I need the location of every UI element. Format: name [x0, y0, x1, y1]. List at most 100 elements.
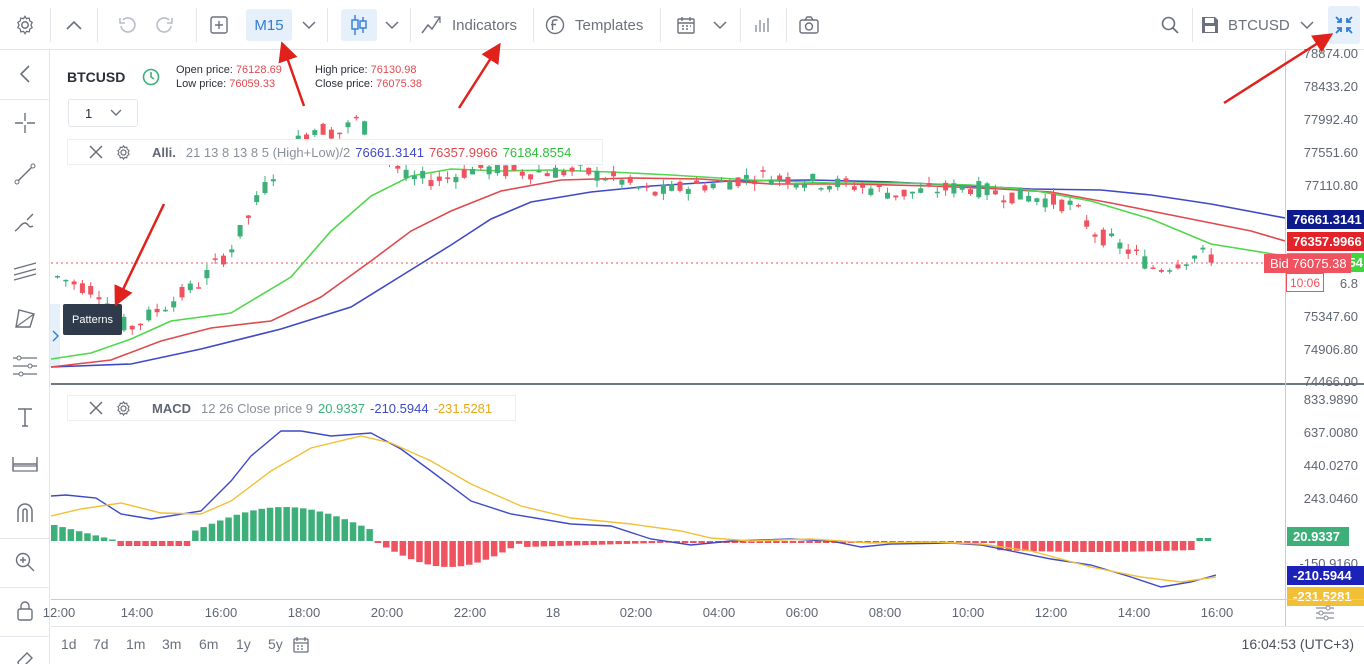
- calendar-chevron-down-icon[interactable]: [708, 0, 732, 50]
- candle-body: [1017, 187, 1023, 200]
- crosshair-icon[interactable]: [0, 101, 50, 145]
- range-1y[interactable]: 1y: [236, 636, 251, 652]
- macd-histogram-bar: [474, 541, 481, 563]
- multiplier-dropdown[interactable]: 1: [68, 99, 138, 127]
- range-6m[interactable]: 6m: [199, 636, 219, 652]
- candle-body: [187, 283, 193, 291]
- time-axis[interactable]: 12:00 14:00 16:00 18:00 20:00 22:00 18 0…: [43, 599, 1285, 626]
- range-1m[interactable]: 1m: [126, 636, 146, 652]
- macd-histogram-bar: [407, 541, 415, 560]
- alligator-jaw-line: [50, 179, 1286, 368]
- redo-icon[interactable]: [150, 0, 180, 50]
- macd-histogram-bar: [225, 517, 232, 541]
- volume-bars-icon[interactable]: [750, 0, 776, 50]
- macd-histogram-bar: [324, 513, 332, 541]
- patterns-shape-icon[interactable]: [0, 296, 50, 340]
- candle-body: [860, 184, 866, 188]
- save-floppy-icon[interactable]: [1198, 0, 1222, 50]
- range-5y[interactable]: 5y: [268, 636, 283, 652]
- candle-body: [1208, 254, 1214, 263]
- macd-histogram-bar: [582, 541, 589, 546]
- candle-body: [362, 121, 368, 135]
- macd-histogram-bar: [490, 541, 498, 557]
- candle-body: [984, 183, 990, 196]
- candle-body: [793, 183, 799, 188]
- collapse-left-chevron-icon[interactable]: [0, 52, 50, 96]
- brush-pen-icon[interactable]: [0, 201, 50, 245]
- channel-lines-icon[interactable]: [0, 248, 50, 292]
- symbol-chevron-down-icon[interactable]: [1296, 0, 1318, 50]
- eraser-icon[interactable]: [0, 638, 50, 664]
- utc-clock: 16:04:53 (UTC+3): [1241, 636, 1354, 652]
- date-range-calendar-icon[interactable]: [293, 636, 309, 653]
- remove-macd-close-icon[interactable]: [88, 400, 104, 416]
- price-tick: 78433.20: [1303, 79, 1358, 94]
- patterns-flyout-handle[interactable]: [50, 304, 60, 368]
- candle-body: [254, 195, 260, 203]
- indicators-button[interactable]: Indicators: [420, 0, 530, 50]
- measure-ruler-icon[interactable]: [0, 442, 50, 486]
- high-price-value: 76130.98: [370, 64, 417, 76]
- macd-settings-gear-icon[interactable]: [115, 400, 132, 417]
- text-tool-icon[interactable]: [0, 395, 50, 439]
- candle-body: [138, 323, 143, 326]
- macd-histogram-bar: [51, 525, 58, 541]
- candle-body: [1067, 200, 1073, 205]
- range-1d[interactable]: 1d: [61, 636, 77, 652]
- add-chart-icon[interactable]: [205, 0, 233, 50]
- time-label: 14:00: [120, 605, 154, 620]
- indicator-settings-gear-icon[interactable]: [115, 144, 132, 161]
- remove-indicator-close-icon[interactable]: [88, 144, 104, 160]
- macd-histogram-bar: [524, 541, 531, 547]
- chart-canvas[interactable]: [50, 51, 1286, 599]
- fibonacci-levels-icon[interactable]: [0, 344, 50, 388]
- macd-histogram-bar: [449, 541, 456, 567]
- macd-histogram-bar: [540, 541, 548, 547]
- macd-histogram-bar: [150, 541, 158, 546]
- macd-histogram-bar: [1154, 541, 1162, 552]
- range-3m[interactable]: 3m: [162, 636, 182, 652]
- timeframe-chevron-down-icon[interactable]: [298, 0, 320, 50]
- candle-body: [154, 308, 160, 313]
- timeframe-button[interactable]: M15: [246, 9, 292, 41]
- templates-button[interactable]: Templates: [545, 0, 655, 50]
- candle-body: [1075, 205, 1081, 207]
- macd-histogram-bar: [690, 541, 697, 543]
- range-7d[interactable]: 7d: [93, 636, 109, 652]
- screenshot-camera-icon[interactable]: [795, 0, 823, 50]
- undo-icon[interactable]: [112, 0, 142, 50]
- chart-type-chevron-down-icon[interactable]: [381, 0, 403, 50]
- macd-tick: 243.0460: [1303, 491, 1358, 506]
- chart-type-candles-button[interactable]: [341, 9, 377, 41]
- trend-line-icon[interactable]: [0, 152, 50, 196]
- magnet-icon[interactable]: [0, 491, 50, 535]
- calendar-icon[interactable]: [674, 0, 698, 50]
- collapse-up-icon[interactable]: [52, 0, 96, 50]
- macd-signal-line: [50, 435, 1217, 583]
- time-label: 12:00: [1034, 605, 1068, 620]
- indicators-label: Indicators: [452, 16, 518, 34]
- pane-divider[interactable]: [51, 383, 1364, 385]
- lock-icon[interactable]: [0, 589, 50, 633]
- price-axis[interactable]: 78874.00 78433.20 77992.40 77551.60 7711…: [1264, 46, 1364, 606]
- candle-body: [602, 178, 608, 181]
- candle-body: [337, 132, 343, 135]
- symbol-selector[interactable]: BTCUSD: [1228, 0, 1292, 50]
- fullscreen-collapse-button[interactable]: [1328, 6, 1360, 44]
- macd-tick: 833.9890: [1303, 392, 1358, 407]
- macd-histogram-bar: [1138, 541, 1145, 552]
- search-icon[interactable]: [1157, 0, 1183, 50]
- zoom-in-icon[interactable]: [0, 540, 50, 584]
- macd-histogram-bar: [1080, 541, 1087, 552]
- macd-histogram-bar: [499, 541, 506, 553]
- candle-body: [162, 309, 168, 312]
- macd-histogram-bar: [764, 541, 772, 543]
- settings-gear-icon[interactable]: [0, 0, 50, 50]
- candle-body: [63, 279, 69, 282]
- macd-histogram-bar: [441, 541, 448, 567]
- candle-body: [553, 167, 558, 178]
- candle-body: [727, 181, 733, 190]
- macd-histogram-bar: [557, 541, 564, 546]
- axis-settings-button[interactable]: [1285, 599, 1364, 626]
- macd-histogram-bar: [798, 541, 805, 543]
